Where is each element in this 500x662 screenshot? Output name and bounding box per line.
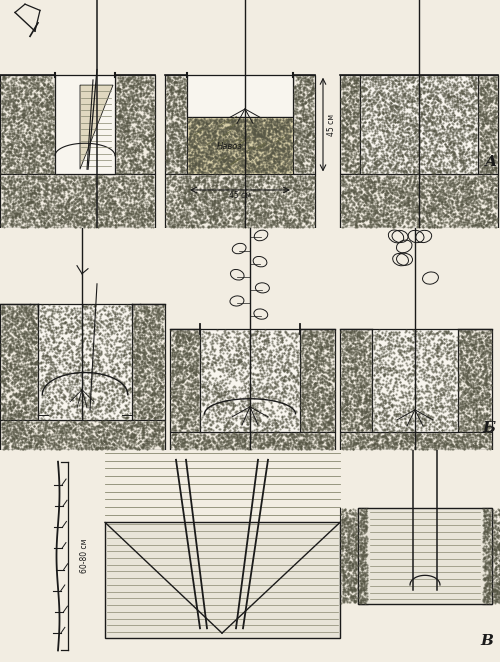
Bar [105,522,340,638]
Bar [358,508,368,604]
Bar [0,420,165,450]
Bar [132,304,165,420]
Bar [478,75,498,174]
Bar [360,75,478,174]
Bar [55,75,115,174]
Bar [340,174,498,228]
Text: 60-80 см: 60-80 см [80,539,89,573]
Text: Навоз: Навоз [217,142,243,151]
Bar [38,304,132,420]
Bar [115,75,155,174]
Text: А: А [485,155,498,169]
Text: 45 см: 45 см [229,191,251,201]
Text: 45 см: 45 см [327,113,336,136]
Bar [340,75,360,174]
Bar [200,329,300,432]
Bar [165,75,187,174]
Text: В: В [480,634,493,647]
Bar [482,508,492,604]
Bar [187,117,293,174]
Bar [340,432,492,450]
Bar [170,329,200,432]
Bar [170,432,335,450]
Text: Б: Б [482,421,495,435]
Bar [187,75,293,117]
Bar [0,75,55,174]
Bar [358,508,492,604]
Bar [0,304,38,420]
Bar [340,329,372,432]
Bar [165,174,315,228]
Bar [458,329,492,432]
Polygon shape [80,85,113,169]
Bar [293,75,315,174]
Bar [300,329,335,432]
Bar [0,174,155,228]
Bar [372,329,458,432]
